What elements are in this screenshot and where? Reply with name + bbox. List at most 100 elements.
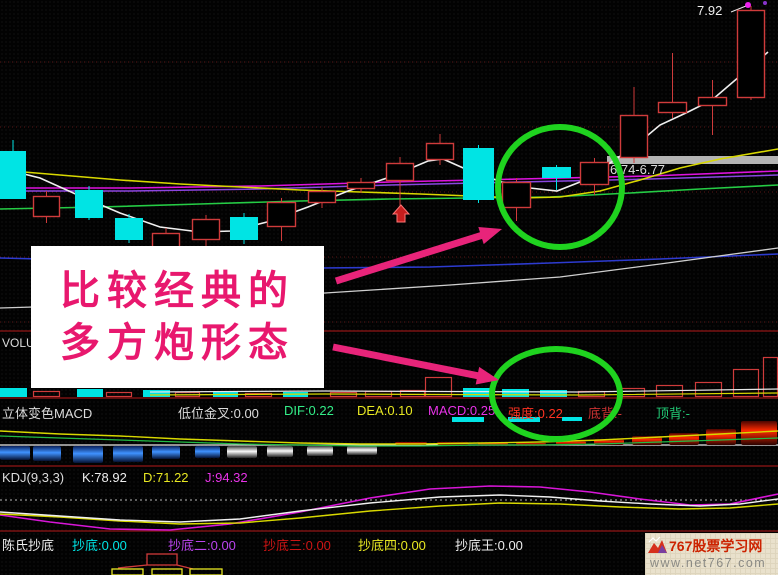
candlestick-down [75, 190, 103, 218]
candlestick-up [191, 218, 221, 241]
volume-bar-down [143, 390, 170, 397]
kdj-indicator-value: K:78.92 [82, 470, 127, 485]
volume-bar-down [0, 388, 27, 397]
pattern-yellow-candle [111, 568, 144, 575]
volume-bar-down [463, 388, 490, 397]
buy-signal-arrow [391, 204, 411, 223]
volume-bars [0, 356, 778, 398]
ma-magenta [0, 170, 778, 189]
candlestick-up [307, 190, 337, 204]
macd-indicator-value: MACD:0.25 [428, 403, 496, 418]
macd-bar-below [73, 446, 103, 463]
candlestick-down [463, 148, 494, 200]
macd-bar-below [152, 446, 180, 459]
watermark-url: www.net767.com [650, 556, 767, 570]
golden-cross-dash [562, 417, 582, 421]
volume-bar-down [540, 390, 567, 397]
macd-bar-below [33, 446, 61, 461]
candlestick-up [385, 162, 415, 182]
candlestick-down [0, 151, 26, 199]
macd-bar-below [113, 446, 143, 462]
kdj-d [0, 502, 778, 525]
arrow-shaft [332, 343, 483, 380]
chaodi-indicator-value: 抄底四:0.00 [358, 538, 426, 553]
pattern-diagram [111, 553, 223, 575]
ma-yellow [0, 148, 778, 199]
macd-bar-below [347, 446, 377, 455]
chaodi-indicator-value: 抄底:0.00 [72, 538, 127, 553]
candlesticks [0, 6, 766, 258]
highlight-circle [495, 124, 625, 250]
volume-bar-up [732, 368, 760, 398]
macd-bar-below [195, 446, 220, 458]
candlestick-up [697, 96, 728, 107]
vol-ma-white [149, 388, 778, 393]
volume-bar-down [77, 389, 103, 397]
high-price-label: 7.92 [697, 3, 723, 18]
macd-indicator-value: 立体变色MACD [2, 406, 93, 421]
macd-bar-below [227, 446, 257, 458]
candlestick-up [346, 181, 376, 190]
pattern-red-candle [146, 553, 178, 566]
macd-indicator-value: DEA:0.10 [357, 403, 413, 418]
vol-ma-yellow [149, 392, 778, 396]
candlestick-up [736, 9, 766, 99]
candlestick-up [619, 114, 649, 159]
macd-indicator-value: 低位金叉:0.00 [178, 406, 259, 421]
arrow-head [475, 366, 499, 385]
candlestick-up [425, 142, 455, 161]
macd-dea-green [0, 435, 778, 447]
annotation-text-line1: 比较经典的 [60, 268, 295, 313]
candlestick-down [115, 218, 143, 240]
kdj-panel [0, 485, 778, 531]
gridlines [0, 61, 778, 532]
chart-marker-dot [763, 1, 767, 5]
price-pointer-line [730, 5, 747, 13]
chaodi-indicator-value: 陈氏抄底 [2, 538, 55, 553]
annotation-text-line2: 多方炮形态 [60, 320, 295, 365]
highlight-circles [489, 124, 625, 442]
ma-purple [0, 174, 778, 192]
kdj-indicator-value: KDJ(9,3,3) [2, 470, 65, 485]
candlestick-up [579, 161, 610, 186]
pattern-yellow-candle [189, 568, 223, 575]
kdj-indicator-value: J:94.32 [205, 470, 248, 485]
watermark-site-name: 767股票学习网 [669, 538, 763, 554]
arrow-shaft [334, 231, 486, 285]
volume-bar-up [399, 389, 426, 398]
macd-indicator-value: 强度:0.22 [508, 406, 563, 421]
golden-cross-dash [452, 417, 484, 422]
annotation-arrows [332, 226, 502, 385]
price-range-label: 6.74-6.77 [610, 162, 665, 177]
macd-bar-below [307, 446, 333, 456]
pattern-line [117, 564, 148, 569]
candlestick-up [501, 181, 532, 209]
golden-cross-dash [508, 417, 540, 422]
chaodi-indicator-value: 抄底三:0.00 [263, 538, 331, 553]
gray-price-band [607, 156, 778, 164]
candlestick-up [657, 101, 688, 114]
macd-bar-below [0, 446, 30, 460]
kdj-j [0, 485, 778, 531]
volume-bar-down [502, 389, 529, 397]
annotation-text-box: 比较经典的 多方炮形态 [31, 246, 324, 388]
volume-bar-up [424, 376, 453, 398]
candlestick-up [266, 201, 297, 228]
highlight-circle [489, 346, 623, 442]
watermark: 767股票学习网 www.net767.com [645, 533, 778, 575]
pattern-line [176, 564, 194, 570]
site-logo-icon [648, 537, 667, 553]
limit-price-band [607, 1, 778, 164]
macd-indicator-value: DIF:0.22 [284, 403, 334, 418]
chaodi-indicator-value: 抄底二:0.00 [168, 538, 236, 553]
kdj-k [0, 494, 778, 523]
volume-bar-up [32, 390, 61, 398]
candlestick-down [542, 167, 571, 178]
macd-dif-yellow [0, 430, 778, 445]
candlestick-up [32, 195, 61, 218]
volume-bar-up [105, 391, 133, 398]
